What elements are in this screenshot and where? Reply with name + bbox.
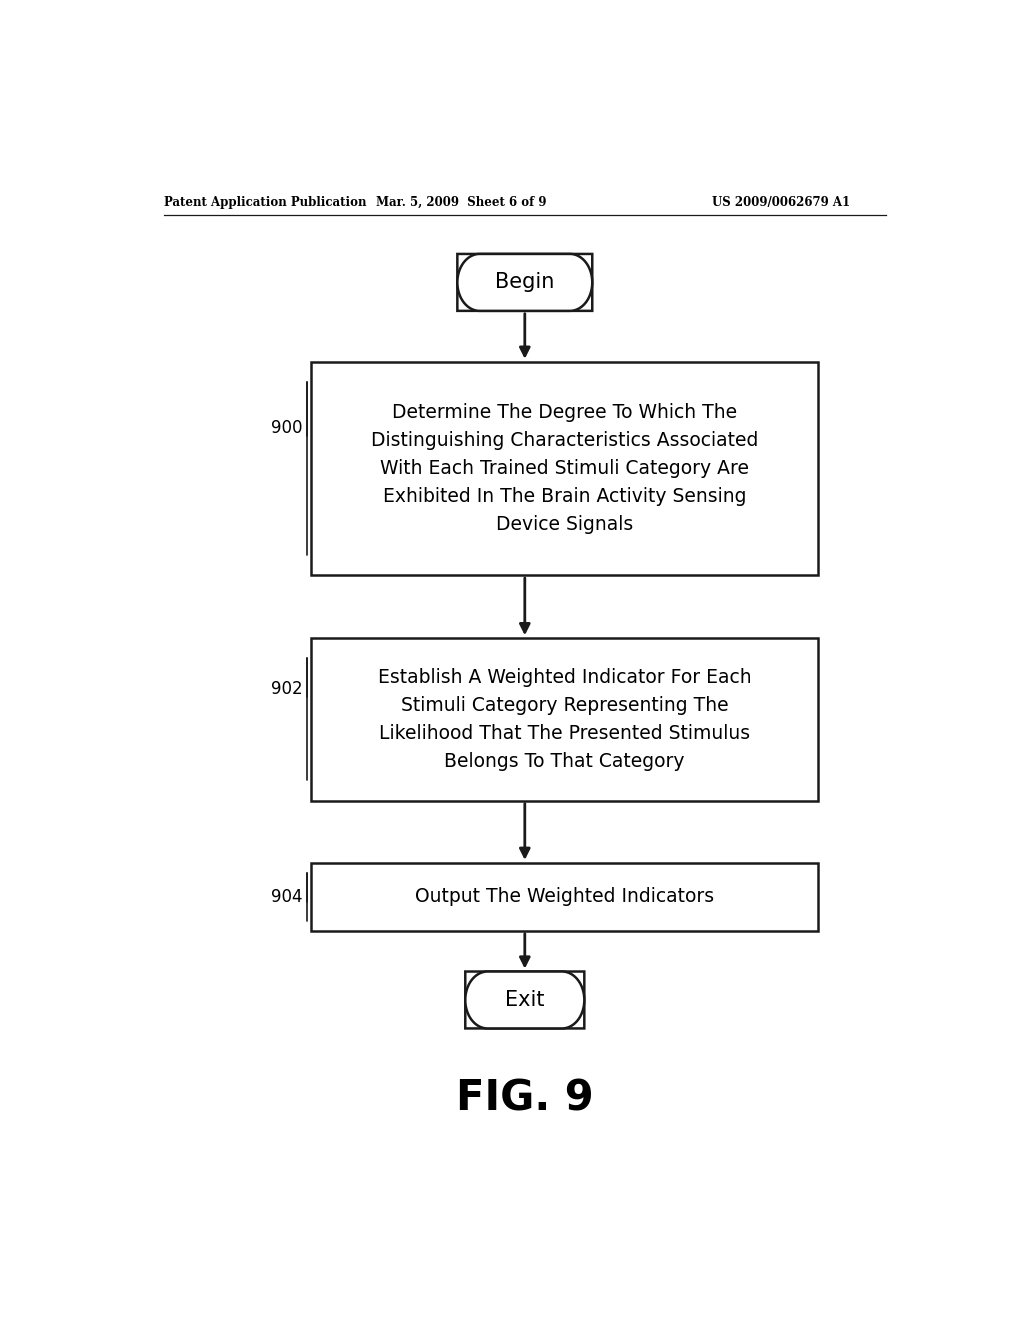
Polygon shape: [487, 972, 562, 1028]
Ellipse shape: [548, 253, 592, 312]
Polygon shape: [458, 253, 592, 312]
Ellipse shape: [465, 972, 510, 1028]
Bar: [310, 362, 818, 576]
Text: Exit: Exit: [505, 990, 545, 1010]
Text: US 2009/0062679 A1: US 2009/0062679 A1: [712, 195, 850, 209]
Bar: [310, 638, 818, 801]
Ellipse shape: [458, 253, 502, 312]
Text: 904: 904: [271, 888, 303, 906]
Bar: [310, 863, 818, 931]
Text: Patent Application Publication: Patent Application Publication: [164, 195, 367, 209]
Ellipse shape: [540, 972, 585, 1028]
Text: 902: 902: [271, 680, 303, 698]
Text: Mar. 5, 2009  Sheet 6 of 9: Mar. 5, 2009 Sheet 6 of 9: [376, 195, 547, 209]
Text: 900: 900: [271, 418, 303, 437]
FancyBboxPatch shape: [465, 972, 585, 1028]
Text: Establish A Weighted Indicator For Each
Stimuli Category Representing The
Likeli: Establish A Weighted Indicator For Each …: [378, 668, 752, 771]
Polygon shape: [479, 253, 570, 312]
Text: Begin: Begin: [496, 272, 554, 293]
Text: FIG. 9: FIG. 9: [456, 1077, 594, 1119]
Text: Determine The Degree To Which The
Distinguishing Characteristics Associated
With: Determine The Degree To Which The Distin…: [371, 403, 758, 533]
FancyBboxPatch shape: [458, 253, 592, 312]
Polygon shape: [465, 972, 585, 1028]
Text: Output The Weighted Indicators: Output The Weighted Indicators: [415, 887, 714, 907]
